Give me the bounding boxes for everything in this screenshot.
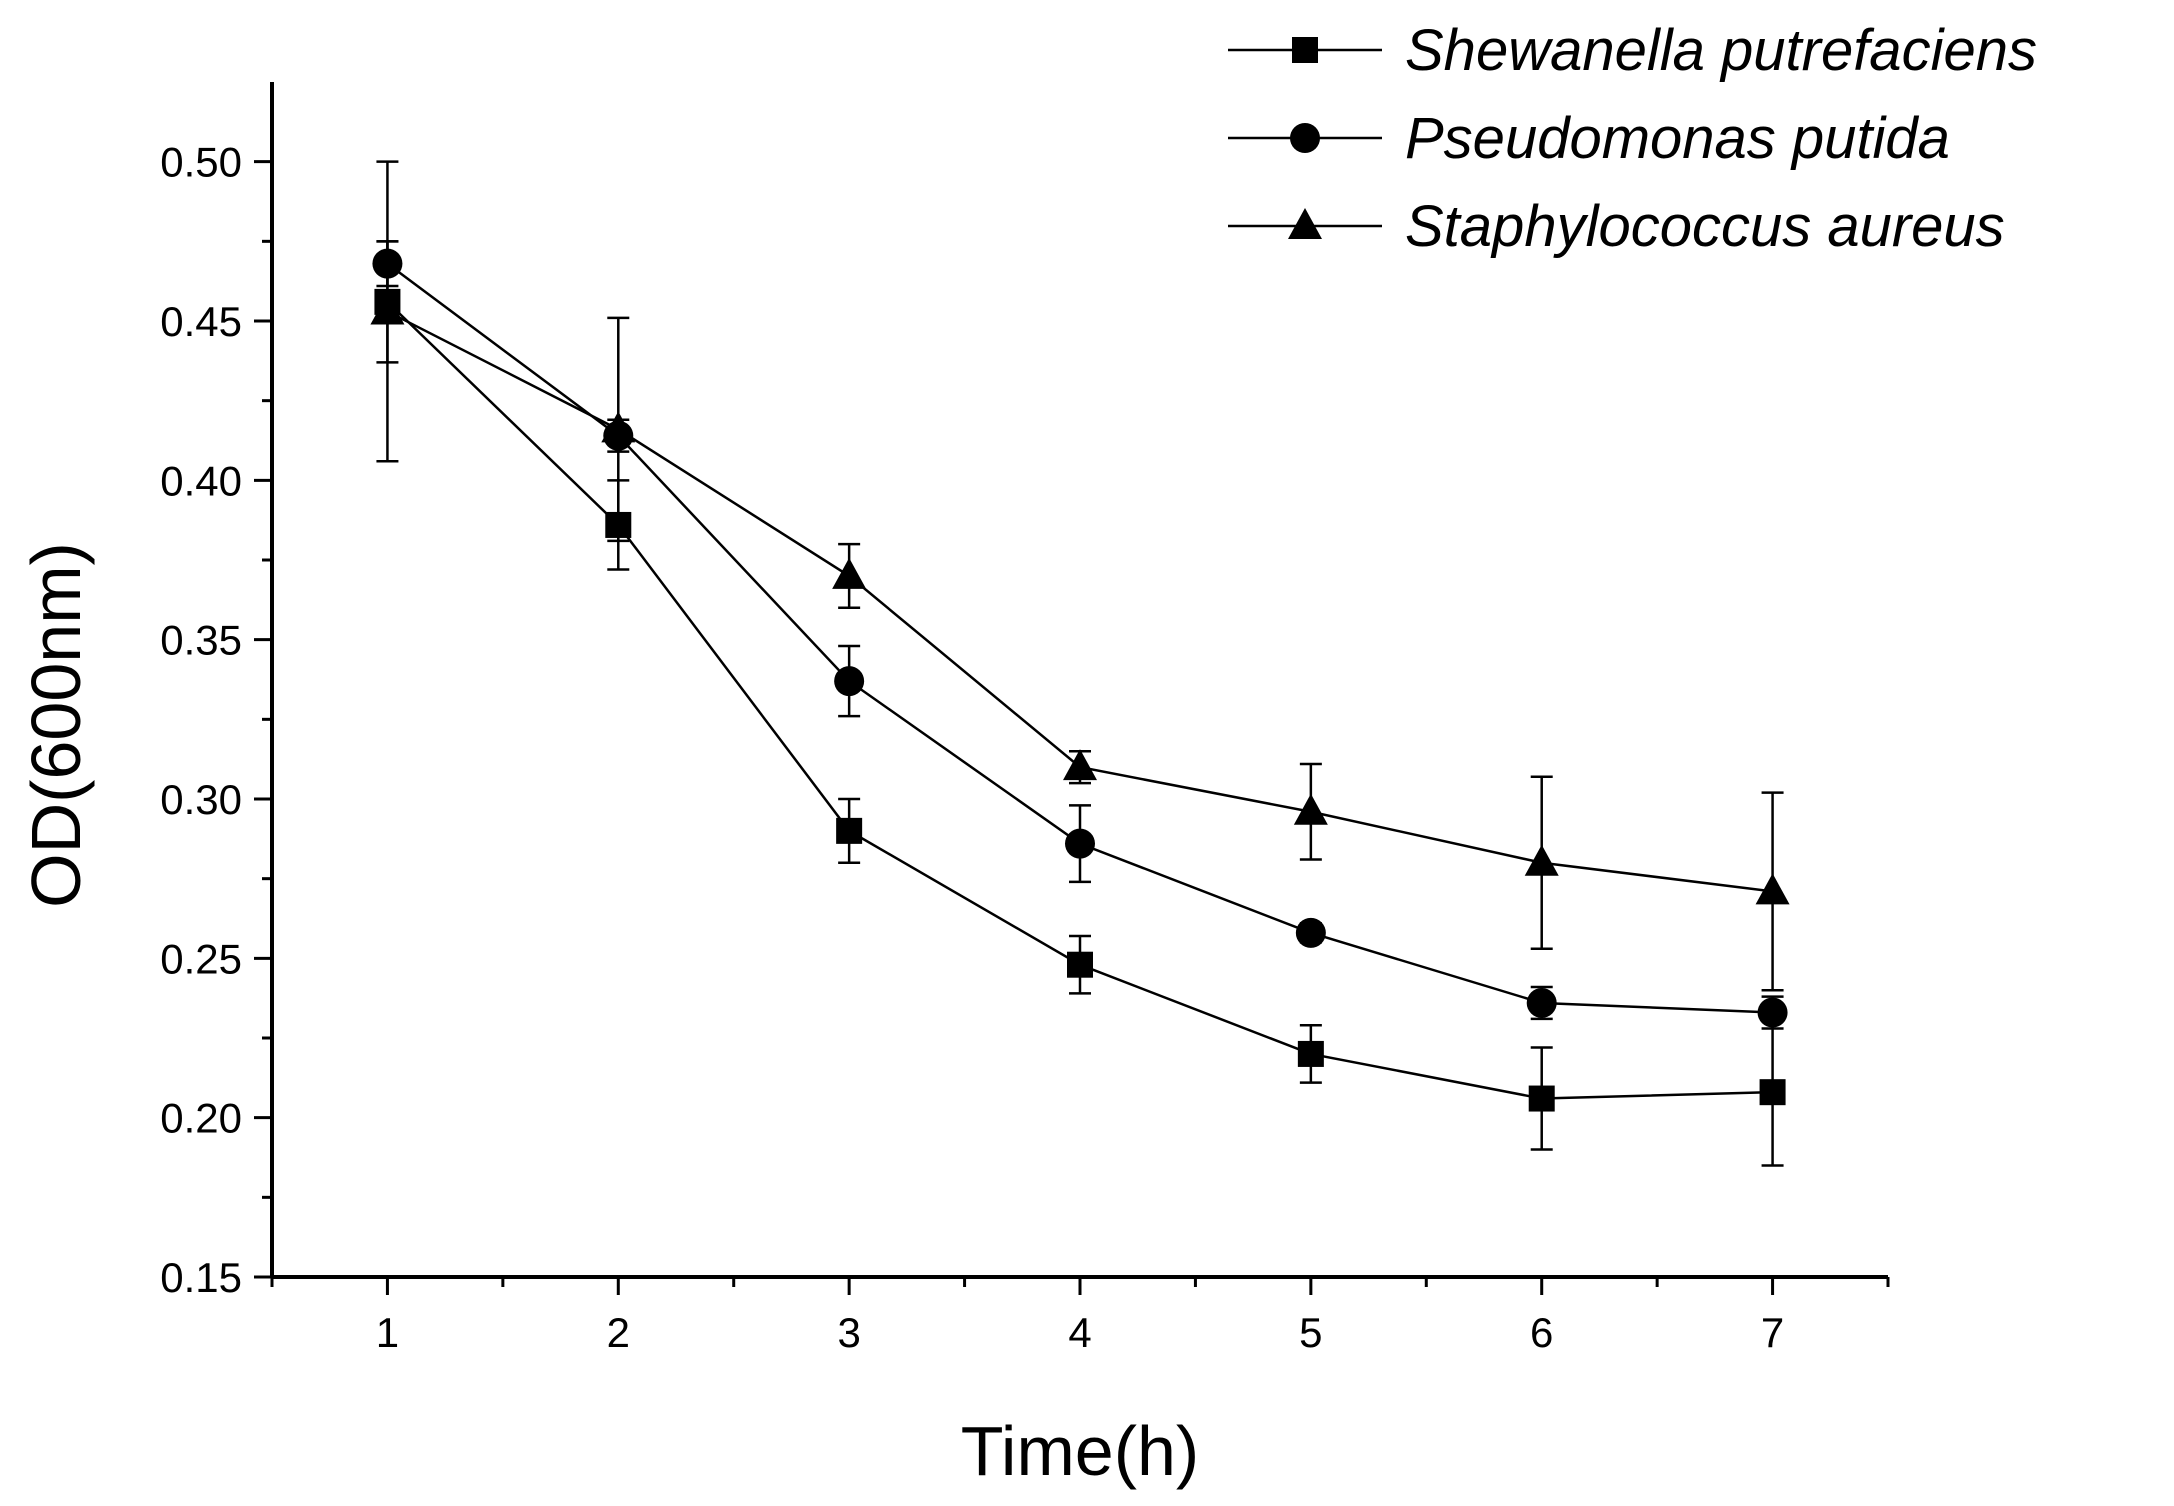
data-point — [372, 248, 403, 279]
y-tick-label: 0.30 — [160, 776, 242, 823]
data-point — [1755, 873, 1790, 905]
y-tick-label: 0.15 — [160, 1254, 242, 1301]
y-tick-label: 0.20 — [160, 1095, 242, 1142]
legend-marker — [1292, 37, 1318, 63]
data-point — [601, 411, 636, 443]
x-tick-label: 3 — [837, 1309, 860, 1356]
x-tick-label: 4 — [1068, 1309, 1091, 1356]
series-line — [386, 262, 1773, 1014]
data-point — [832, 557, 867, 589]
data-point — [1067, 951, 1093, 978]
y-axis-title: OD(600nm) — [17, 542, 95, 908]
legend-marker — [1290, 123, 1320, 153]
data-point — [1065, 828, 1095, 859]
data-point — [1295, 917, 1326, 948]
data-point — [1757, 997, 1788, 1028]
series-markers — [370, 248, 1790, 1112]
y-tick-label: 0.45 — [160, 298, 242, 345]
x-axis-title: Time(h) — [961, 1412, 1200, 1490]
data-point — [1297, 1040, 1324, 1067]
y-tick-label: 0.40 — [160, 457, 242, 504]
data-point — [1063, 749, 1097, 781]
x-tick-label: 1 — [376, 1309, 399, 1356]
x-tick-label: 5 — [1299, 1309, 1322, 1356]
data-point — [1526, 987, 1557, 1018]
y-tick-label: 0.50 — [160, 139, 242, 186]
data-point — [605, 511, 632, 538]
legend-label: Pseudomonas putida — [1405, 106, 1950, 171]
x-tick-label: 7 — [1761, 1309, 1784, 1356]
data-point — [1293, 793, 1328, 825]
y-tick-label: 0.35 — [160, 617, 242, 664]
data-point — [836, 817, 863, 844]
data-point — [834, 666, 865, 697]
data-point — [1524, 844, 1559, 876]
x-tick-label: 2 — [607, 1309, 630, 1356]
legend-label: Shewanella putrefaciens — [1405, 18, 2037, 83]
data-point — [1528, 1085, 1555, 1112]
data-point — [370, 293, 405, 325]
legend-label: Staphylococcus aureus — [1405, 194, 2005, 259]
legend-marker — [1288, 208, 1322, 239]
error-bars — [376, 160, 1784, 1167]
axes: 0.15 0.20 0.25 0.30 0.35 0.40 0.45 0.50 1 2 3 4 5 6 7 — [160, 82, 1890, 1356]
data-point — [1759, 1079, 1786, 1106]
y-tick-label: 0.25 — [160, 935, 242, 982]
x-tick-label: 6 — [1530, 1309, 1553, 1356]
legend: Shewanella putrefaciens Pseudomonas putid… — [1228, 18, 2037, 259]
